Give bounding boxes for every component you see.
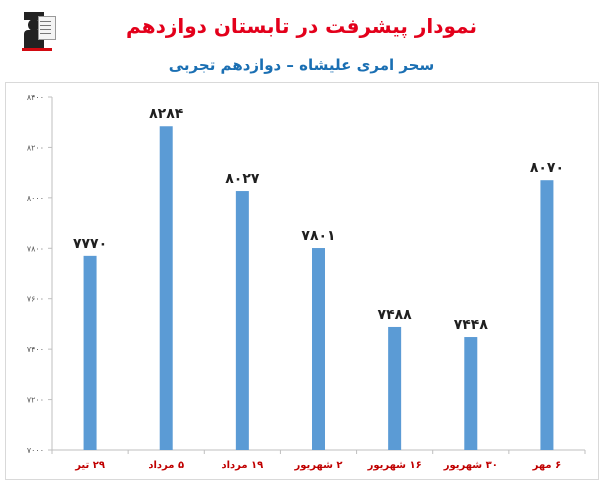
- data-label: ۷۴۴۸: [454, 317, 489, 333]
- y-tick-label: ۷۲۰۰: [27, 396, 44, 405]
- y-tick-label: ۸۰۰۰: [27, 194, 44, 203]
- data-label: ۷۸۰۱: [301, 228, 335, 244]
- bar: [159, 126, 173, 451]
- data-label: ۸۰۷۰: [530, 160, 564, 176]
- y-tick-label: ۷۴۰۰: [27, 345, 44, 354]
- x-tick-label: ۱۹ مرداد: [221, 460, 263, 471]
- data-label: ۷۷۷۰: [73, 236, 107, 252]
- y-tick-label: ۷۶۰۰: [27, 295, 44, 304]
- bar: [235, 191, 249, 450]
- y-tick-label: ۷۰۰۰: [27, 446, 44, 455]
- bar: [388, 326, 402, 450]
- data-label: ۸۰۲۷: [225, 171, 260, 187]
- chart-subtitle: سحر امری علیشاه – دوازدهم تجربی: [168, 56, 435, 74]
- bar: [83, 255, 97, 450]
- x-tick-label: ۶ مهر: [532, 460, 562, 471]
- x-tick-label: ۳۰ شهریور: [443, 460, 498, 471]
- teacher-logo-icon: [14, 10, 56, 51]
- y-tick-label: ۷۸۰۰: [27, 244, 44, 253]
- x-tick-label: ۲ شهریور: [293, 460, 342, 471]
- x-tick-label: ۲۹ تیر: [74, 460, 105, 471]
- chart-frame: [5, 82, 599, 480]
- x-tick-label: ۵ مرداد: [148, 460, 184, 471]
- data-label: ۷۴۸۸: [378, 307, 413, 323]
- x-tick-label: ۱۶ شهریور: [367, 460, 422, 471]
- chart-axes: ۷۰۰۰ ۷۲۰۰ ۷۴۰۰ ۷۶۰۰ ۷۸۰۰ ۸۰۰۰ ۸۲۰۰ ۸۴۰۰: [27, 93, 586, 455]
- chart-title: نمودار پیشرفت در تابستان دوازدهم: [126, 14, 477, 38]
- data-label: ۸۲۸۴: [149, 106, 184, 122]
- chart-bars: [83, 126, 554, 451]
- bar: [312, 248, 325, 450]
- y-tick-label: ۸۴۰۰: [27, 93, 44, 102]
- y-tick-label: ۸۲۰۰: [27, 143, 44, 152]
- bar: [540, 180, 554, 450]
- chart-labels: ۷۷۷۰ ۲۹ تیر ۸۲۸۴ ۵ مرداد ۸۰۲۷ ۱۹ مرداد ۷۸۰۱ ۲ ش…: [73, 106, 564, 471]
- bar: [464, 337, 478, 450]
